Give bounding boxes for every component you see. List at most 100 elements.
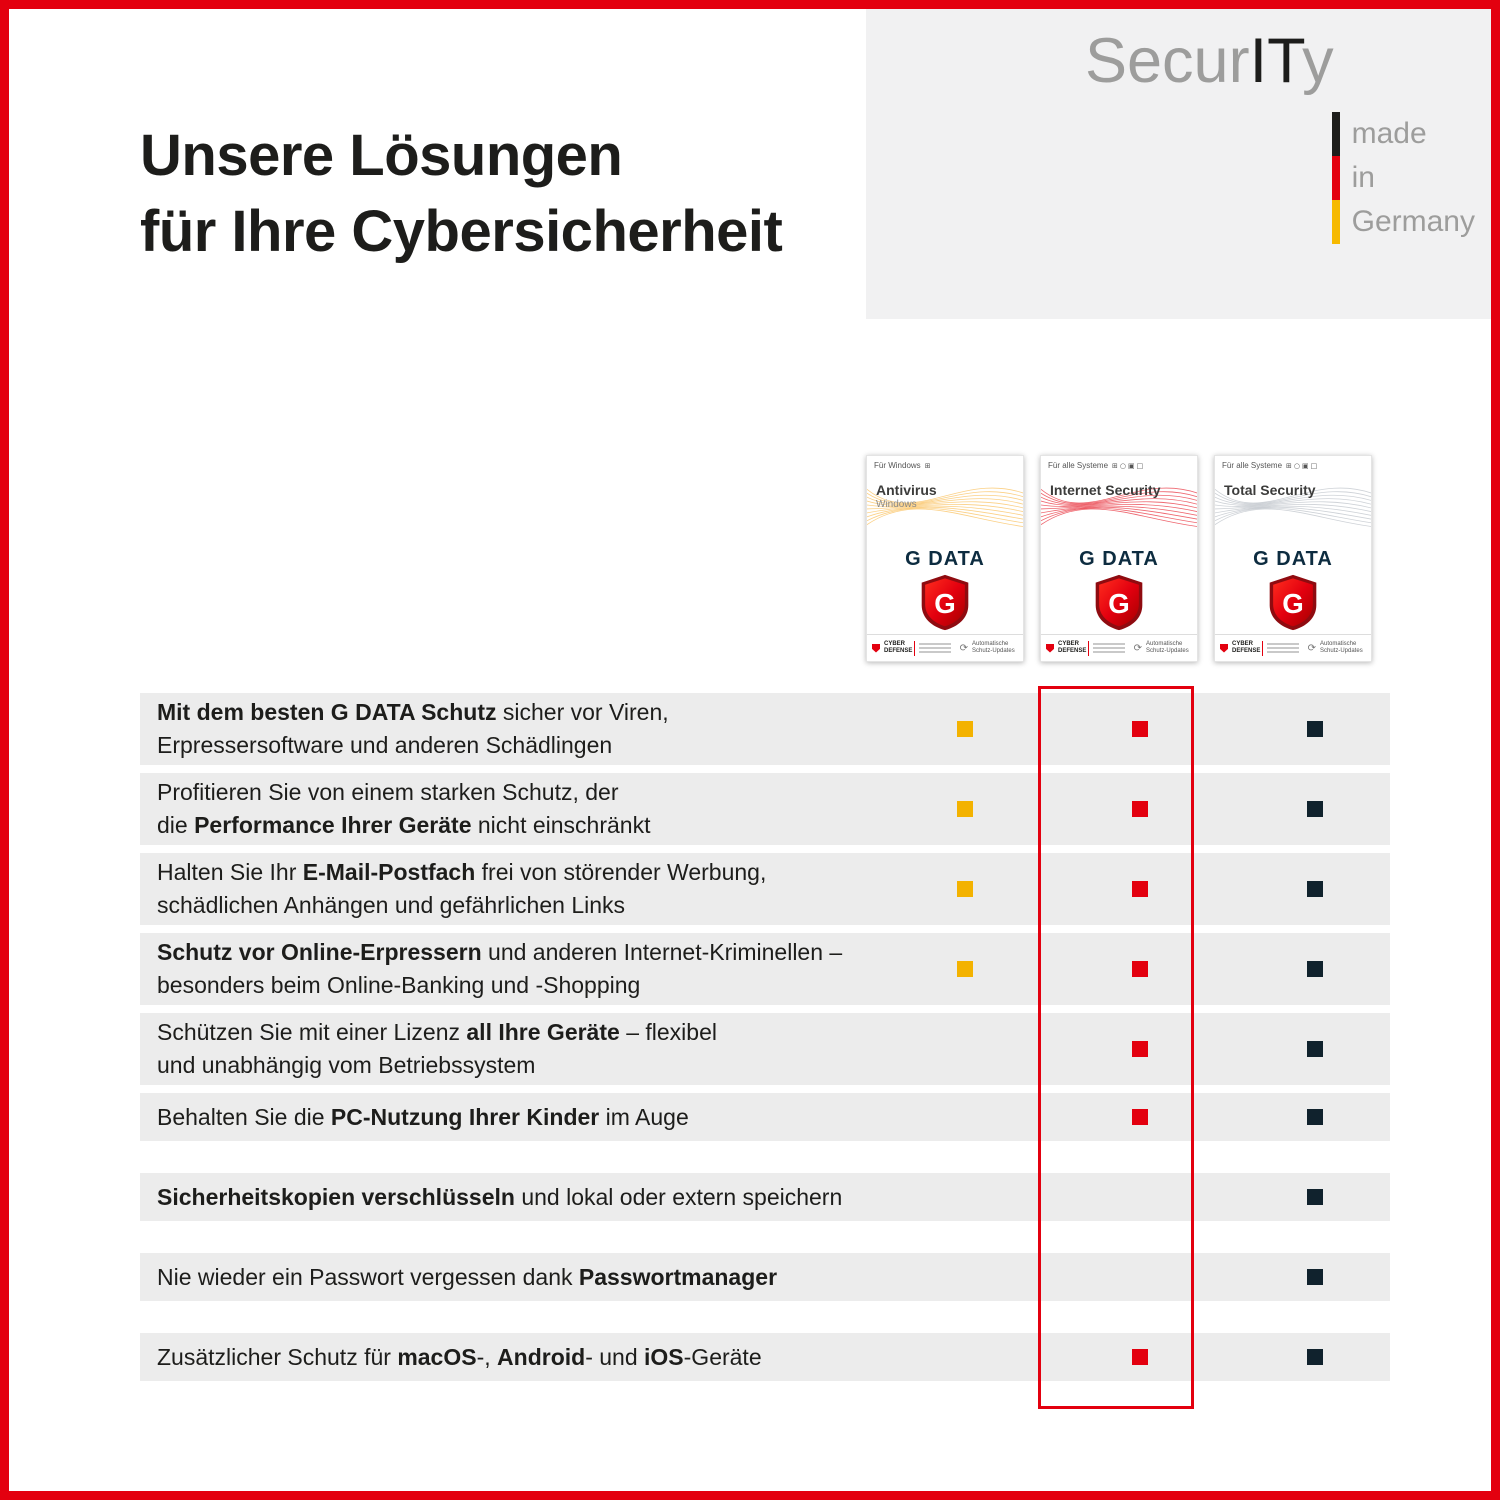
updates-label: Automatische Schutz-Updates — [972, 641, 1015, 654]
table-row: Sicherheitskopien verschlüsseln und loka… — [140, 1173, 1390, 1221]
mark-cell-internet-security — [1130, 1093, 1150, 1141]
feature-mark-square — [1132, 881, 1148, 897]
fine-print-placeholder — [1267, 643, 1304, 653]
mark-cell-antivirus — [955, 933, 975, 1005]
product-name: Antivirus — [876, 482, 937, 498]
product-boxes: Für Windows ⊞ Antivirus Windows G DATA G… — [866, 455, 1372, 662]
made-line-3: Germany — [1351, 205, 1475, 238]
product-box-total-security: Für alle Systeme ⊞○▣□ Total Security G D… — [1214, 455, 1372, 662]
mark-cell-total-security — [1305, 933, 1325, 1005]
gdata-logo: G DATA G — [1041, 548, 1197, 636]
wave-graphic — [1215, 487, 1371, 527]
feature-mark-square — [1132, 721, 1148, 737]
german-flag-icon — [1332, 112, 1340, 244]
mark-cell-total-security — [1305, 1333, 1325, 1381]
flag-bar-gold — [1332, 200, 1340, 244]
mark-cell-antivirus — [955, 1253, 975, 1301]
brand-logo: SecurITy made in Germany — [1085, 26, 1475, 244]
platform-strip: Für alle Systeme ⊞○▣□ — [1215, 456, 1371, 472]
mark-cell-antivirus — [955, 773, 975, 845]
platform-label: Für Windows — [874, 461, 921, 470]
feature-mark-square — [1307, 1041, 1323, 1057]
mark-cell-total-security — [1305, 1173, 1325, 1221]
table-row: Behalten Sie die PC-Nutzung Ihrer Kinder… — [140, 1093, 1390, 1141]
feature-mark-square — [1307, 1189, 1323, 1205]
mark-cell-internet-security — [1130, 773, 1150, 845]
feature-mark-square — [1307, 801, 1323, 817]
security-wordmark: SecurITy — [1085, 26, 1475, 96]
fine-print-placeholder — [919, 643, 956, 653]
update-refresh-icon: ⟳ — [1307, 642, 1316, 654]
highlight-outline-internet-security — [1038, 686, 1194, 1409]
gdata-wordmark: G DATA — [1253, 548, 1333, 570]
wordmark-part-3: y — [1302, 26, 1334, 96]
feature-text: Sicherheitskopien verschlüsseln und loka… — [157, 1183, 843, 1210]
mark-cell-antivirus — [955, 853, 975, 925]
mark-cell-antivirus — [955, 1093, 975, 1141]
header-background-panel — [866, 9, 1491, 319]
wave-graphic — [1041, 487, 1197, 527]
mark-cell-total-security — [1305, 693, 1325, 765]
gdata-logo: G DATA G — [1215, 548, 1371, 636]
platform-label: Für alle Systeme — [1222, 461, 1283, 470]
product-subtitle: Windows — [876, 499, 917, 510]
feature-mark-square — [1132, 1349, 1148, 1365]
feature-mark-square — [1307, 1109, 1323, 1125]
table-row: Profitieren Sie von einem starken Schutz… — [140, 773, 1390, 845]
feature-mark-square — [1307, 1269, 1323, 1285]
table-row: Mit dem besten G DATA Schutz sicher vor … — [140, 693, 1390, 765]
svg-text:G: G — [1282, 588, 1304, 619]
feature-text: Halten Sie Ihr E-Mail-Postfach frei von … — [157, 859, 767, 918]
mark-cell-internet-security — [1130, 933, 1150, 1005]
mark-cell-total-security — [1305, 1253, 1325, 1301]
gdata-shield-icon: G — [921, 574, 969, 631]
mark-cell-internet-security — [1130, 1333, 1150, 1381]
mark-cell-internet-security — [1130, 693, 1150, 765]
product-name: Internet Security — [1050, 482, 1161, 498]
mark-cell-antivirus — [955, 1333, 975, 1381]
mark-cell-antivirus — [955, 1173, 975, 1221]
product-box-internet-security: Für alle Systeme ⊞○▣□ Internet Security … — [1040, 455, 1198, 662]
cyber-defense-shield-icon — [1046, 643, 1054, 653]
platform-label: Für alle Systeme — [1048, 461, 1109, 470]
gdata-shield-icon: G — [1095, 574, 1143, 631]
gdata-logo: G DATA G — [867, 548, 1023, 636]
gdata-shield-icon: G — [1269, 574, 1317, 631]
feature-mark-square — [1307, 961, 1323, 977]
update-refresh-icon: ⟳ — [959, 642, 968, 654]
cyber-defense-label: CYBER DEFENSE — [884, 641, 913, 654]
feature-mark-square — [957, 881, 973, 897]
svg-text:G: G — [1108, 588, 1130, 619]
table-row: Schutz vor Online-Erpressern und anderen… — [140, 933, 1390, 1005]
feature-mark-square — [1307, 881, 1323, 897]
cyber-defense-label: CYBER DEFENSE — [1058, 641, 1087, 654]
wordmark-part-2: IT — [1249, 26, 1303, 96]
mark-cell-total-security — [1305, 773, 1325, 845]
update-refresh-icon: ⟳ — [1133, 642, 1142, 654]
updates-label: Automatische Schutz-Updates — [1146, 641, 1189, 654]
title-line-2: für Ihre Cybersicherheit — [140, 199, 783, 264]
mark-cell-total-security — [1305, 853, 1325, 925]
platform-icons: ⊞○▣□ — [1286, 461, 1320, 470]
feature-text: Schützen Sie mit einer Lizenz all Ihre G… — [157, 1019, 717, 1078]
feature-text: Mit dem besten G DATA Schutz sicher vor … — [157, 699, 669, 758]
table-row: Halten Sie Ihr E-Mail-Postfach frei von … — [140, 853, 1390, 925]
feature-text: Behalten Sie die PC-Nutzung Ihrer Kinder… — [157, 1103, 689, 1130]
platform-icons: ⊞○▣□ — [1112, 461, 1146, 470]
platform-strip: Für Windows ⊞ — [867, 456, 1023, 472]
product-name: Total Security — [1224, 482, 1316, 498]
feature-text: Profitieren Sie von einem starken Schutz… — [157, 779, 651, 838]
feature-mark-square — [1132, 1041, 1148, 1057]
platform-strip: Für alle Systeme ⊞○▣□ — [1041, 456, 1197, 472]
updates-label: Automatische Schutz-Updates — [1320, 641, 1363, 654]
comparison-table: Mit dem besten G DATA Schutz sicher vor … — [140, 693, 1390, 1413]
flag-bar-red — [1332, 156, 1340, 200]
box-footer: CYBER DEFENSE ⟳ Automatische Schutz-Upda… — [1215, 634, 1371, 661]
table-row: Zusätzlicher Schutz für macOS-, Android-… — [140, 1333, 1390, 1381]
flag-bar-black — [1332, 112, 1340, 156]
feature-mark-square — [1307, 1349, 1323, 1365]
made-line-1: made — [1351, 117, 1427, 150]
mark-cell-total-security — [1305, 1013, 1325, 1085]
feature-mark-square — [1132, 1109, 1148, 1125]
